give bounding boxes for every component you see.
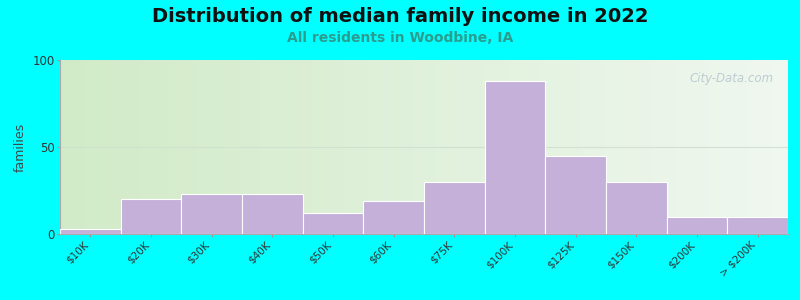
- Bar: [485, 81, 546, 234]
- Text: Distribution of median family income in 2022: Distribution of median family income in …: [152, 8, 648, 26]
- Text: City-Data.com: City-Data.com: [690, 72, 774, 85]
- Y-axis label: families: families: [14, 122, 26, 172]
- Text: All residents in Woodbine, IA: All residents in Woodbine, IA: [287, 32, 513, 46]
- Bar: [242, 194, 302, 234]
- Bar: [666, 217, 727, 234]
- Bar: [182, 194, 242, 234]
- Bar: [363, 201, 424, 234]
- Bar: [302, 213, 363, 234]
- Bar: [121, 199, 182, 234]
- Bar: [727, 217, 788, 234]
- Bar: [606, 182, 666, 234]
- Bar: [546, 156, 606, 234]
- Bar: [424, 182, 485, 234]
- Bar: [60, 229, 121, 234]
